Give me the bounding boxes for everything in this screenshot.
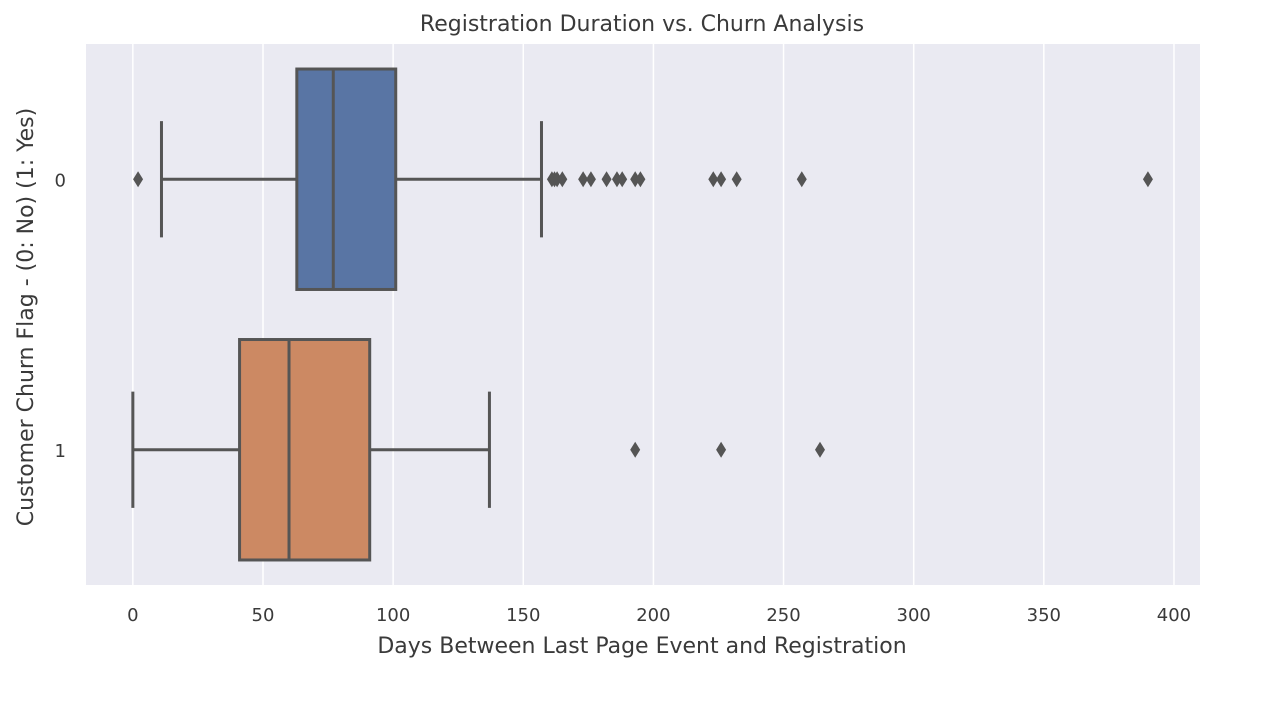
x-tick-label: 0 [127,605,138,626]
outlier-point [731,171,742,188]
x-tick-label: 400 [1157,605,1191,626]
boxplot-group-0 [133,67,1153,291]
outlier-point [552,171,563,188]
x-tick-label: 350 [1027,605,1061,626]
outlier-point [578,171,589,188]
outlier-point [611,171,622,188]
y-tick-label: 1 [55,441,66,462]
outlier-point [1142,171,1153,188]
iqr-box [238,338,372,562]
x-tick-label: 100 [376,605,410,626]
outlier-point [716,171,727,188]
y-axis-ticks: 01 [55,170,66,462]
y-tick-label: 0 [55,170,66,191]
outlier-point [133,171,144,188]
outlier-point [796,171,807,188]
x-tick-label: 150 [506,605,540,626]
x-tick-label: 250 [766,605,800,626]
boxplot-group-1 [131,338,825,562]
outlier-point [585,171,596,188]
outlier-point [617,171,628,188]
outlier-point [814,441,825,458]
iqr-box [295,67,398,291]
boxes-layer [131,67,1153,562]
x-tick-label: 50 [252,605,275,626]
outlier-point [601,171,612,188]
outlier-point [635,171,646,188]
y-axis-label: Customer Churn Flag - (0: No) (1: Yes) [14,108,39,526]
chart-title: Registration Duration vs. Churn Analysis [420,12,864,37]
x-axis-ticks: 0 50 100 150 200 250 300 350 400 [127,605,1191,626]
outlier-point [630,171,641,188]
outlier-point [630,441,641,458]
x-axis-label: Days Between Last Page Event and Registr… [377,634,906,659]
x-tick-label: 200 [636,605,670,626]
outlier-point [557,171,568,188]
x-tick-label: 300 [897,605,931,626]
outlier-point [716,441,727,458]
outlier-point [708,171,719,188]
